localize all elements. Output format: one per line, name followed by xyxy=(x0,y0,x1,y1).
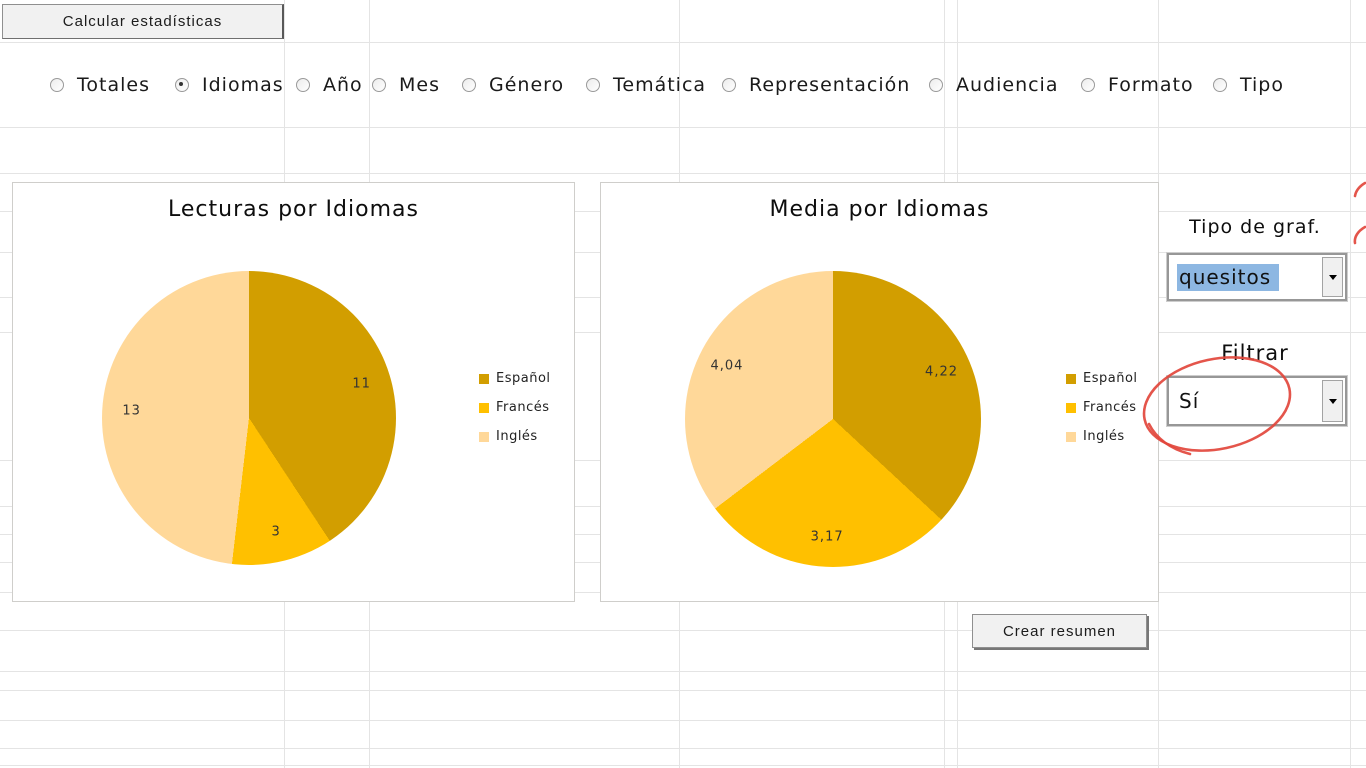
radio-button-icon xyxy=(722,78,736,92)
legend-swatch-icon xyxy=(479,373,489,384)
radio-totales[interactable]: Totales xyxy=(50,62,150,108)
dropdown-arrow-icon[interactable] xyxy=(1322,380,1343,422)
pie-slice-label: 3 xyxy=(271,524,281,540)
radio-idiomas[interactable]: Idiomas xyxy=(175,62,284,108)
filtrar-selected-value: Sí xyxy=(1179,388,1200,413)
radio-label: Idiomas xyxy=(202,74,284,96)
legend-item: Francés xyxy=(1066,400,1138,415)
legend-label: Español xyxy=(496,371,551,386)
gridline-row xyxy=(0,765,1366,766)
gridline-row xyxy=(0,630,1366,631)
radio-button-icon xyxy=(462,78,476,92)
legend-swatch-icon xyxy=(479,402,489,413)
radio-button-icon xyxy=(296,78,310,92)
legend-label: Inglés xyxy=(496,429,538,444)
legend-item: Inglés xyxy=(1066,429,1138,444)
radio-label: Género xyxy=(489,74,565,96)
radio-mes[interactable]: Mes xyxy=(372,62,440,108)
legend-item: Francés xyxy=(479,400,551,415)
legend-label: Inglés xyxy=(1083,429,1125,444)
radio-button-icon xyxy=(1213,78,1227,92)
legend-item: Español xyxy=(479,371,551,386)
radio-audiencia[interactable]: Audiencia xyxy=(929,62,1058,108)
radio-button-icon xyxy=(175,78,189,92)
radio-button-icon xyxy=(1081,78,1095,92)
radio-button-icon xyxy=(586,78,600,92)
legend-swatch-icon xyxy=(1066,431,1076,442)
pie-chart-lecturas[interactable]: Lecturas por Idiomas 11 3 13 Español Francés… xyxy=(12,182,575,602)
radio-label: Año xyxy=(323,74,363,96)
chart-title-media: Media por Idiomas xyxy=(769,197,990,222)
legend-label: Francés xyxy=(1083,400,1137,415)
pie-slice-label: 11 xyxy=(352,376,371,392)
tipo-de-graf-selected-value: quesitos xyxy=(1177,263,1280,291)
radio-label: Tipo xyxy=(1240,74,1284,96)
radio-label: Audiencia xyxy=(956,74,1059,96)
radio-ano[interactable]: Año xyxy=(296,62,363,108)
pie-graphic xyxy=(102,271,396,565)
gridline-row xyxy=(0,748,1366,749)
radio-label: Temática xyxy=(613,74,707,96)
gridline-row xyxy=(0,671,1366,672)
gridline-row xyxy=(0,127,1366,128)
crear-resumen-button[interactable]: Crear resumen xyxy=(972,614,1147,648)
legend-label: Francés xyxy=(496,400,550,415)
gridline-row xyxy=(0,173,1366,174)
gridline-row xyxy=(0,720,1366,721)
radio-genero[interactable]: Género xyxy=(462,62,564,108)
pie-graphic xyxy=(685,271,981,567)
pie-chart-media[interactable]: Media por Idiomas 4,22 3,17 4,04 Español Fra… xyxy=(600,182,1159,602)
pie-slice-label: 4,04 xyxy=(710,358,744,374)
filtrar-select[interactable]: Sí xyxy=(1167,376,1347,426)
legend-swatch-icon xyxy=(479,431,489,442)
pie-slice-label: 13 xyxy=(122,403,141,419)
chart-legend: Español Francés Inglés xyxy=(1066,371,1138,444)
gridline-row xyxy=(0,42,1366,43)
pie-slice-label: 4,22 xyxy=(925,364,959,380)
gridline-col xyxy=(1350,0,1351,768)
radio-label: Representación xyxy=(749,74,911,96)
filtrar-label: Filtrar xyxy=(1221,341,1289,365)
radio-button-icon xyxy=(929,78,943,92)
category-radio-group: Totales Idiomas Año Mes Género Temática Repres… xyxy=(0,62,1366,108)
legend-item: Español xyxy=(1066,371,1138,386)
legend-item: Inglés xyxy=(479,429,551,444)
legend-label: Español xyxy=(1083,371,1138,386)
radio-tematica[interactable]: Temática xyxy=(586,62,706,108)
radio-button-icon xyxy=(372,78,386,92)
chart-legend: Español Francés Inglés xyxy=(479,371,551,444)
radio-formato[interactable]: Formato xyxy=(1081,62,1194,108)
dropdown-arrow-icon[interactable] xyxy=(1322,257,1343,297)
calcular-estadisticas-button[interactable]: Calcular estadísticas xyxy=(2,4,284,39)
chart-title-lecturas: Lecturas por Idiomas xyxy=(168,197,419,222)
pie-slice-label: 3,17 xyxy=(810,529,844,545)
radio-label: Formato xyxy=(1108,74,1194,96)
radio-representacion[interactable]: Representación xyxy=(722,62,910,108)
legend-swatch-icon xyxy=(1066,402,1076,413)
radio-tipo[interactable]: Tipo xyxy=(1213,62,1284,108)
gridline-row xyxy=(0,690,1366,691)
radio-label: Totales xyxy=(77,74,150,96)
tipo-de-graf-select[interactable]: quesitos xyxy=(1167,253,1347,301)
legend-swatch-icon xyxy=(1066,373,1076,384)
radio-button-icon xyxy=(50,78,64,92)
tipo-de-graf-label: Tipo de graf. xyxy=(1189,216,1321,238)
radio-label: Mes xyxy=(399,74,440,96)
